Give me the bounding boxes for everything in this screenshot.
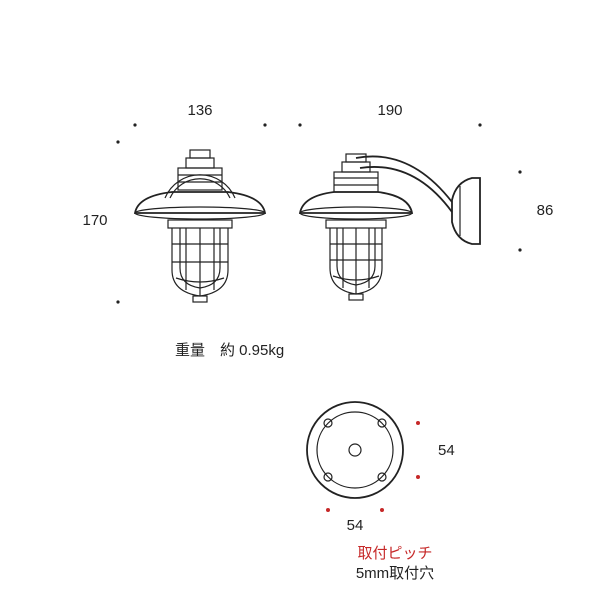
dim-pitch-h-value: 54 [347,517,364,534]
dim-pitch-v: 54 [416,421,455,479]
dim-side-width: 190 [298,102,481,127]
drawing-canvas: 136 190 170 86 [0,0,600,600]
mount-plate-view [307,402,403,498]
dim-overall-height-value: 170 [82,212,107,229]
front-view [135,150,265,302]
dim-pitch-v-value: 54 [438,442,455,459]
dim-mount-height-value: 86 [537,202,554,219]
pitch-title: 取付ピッチ [357,545,432,562]
dim-front-width-value: 136 [187,102,212,119]
weight-label: 重量 約 0.95kg [175,342,284,359]
dim-side-width-value: 190 [377,102,402,119]
dim-overall-height: 170 [82,140,119,303]
hole-note: 5mm取付穴 [356,565,434,582]
dim-mount-height: 86 [518,170,553,251]
side-view [300,154,480,300]
dim-front-width: 136 [133,102,266,127]
dim-pitch-h: 54 [326,508,384,534]
